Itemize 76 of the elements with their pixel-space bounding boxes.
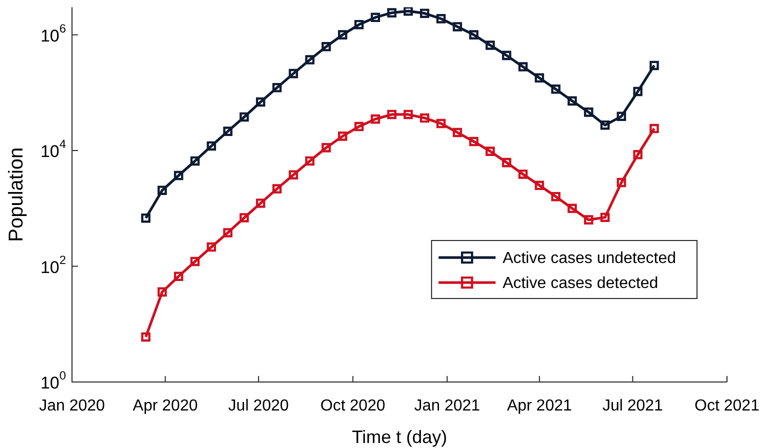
point bbox=[223, 126, 232, 136]
point bbox=[174, 272, 184, 281]
x-tick-label: Oct 2020 bbox=[320, 397, 386, 414]
point bbox=[256, 97, 266, 107]
point bbox=[288, 68, 298, 78]
point bbox=[486, 146, 495, 156]
x-tick-label: Jan 2020 bbox=[39, 397, 106, 414]
point bbox=[452, 128, 462, 138]
point bbox=[272, 83, 282, 92]
point bbox=[338, 30, 348, 40]
x-tick-label: Apr 2020 bbox=[132, 397, 198, 414]
point bbox=[584, 108, 594, 117]
point bbox=[240, 213, 249, 222]
point bbox=[616, 178, 626, 188]
point bbox=[305, 55, 314, 64]
point bbox=[436, 14, 446, 24]
point bbox=[322, 42, 331, 52]
point bbox=[141, 332, 150, 342]
point bbox=[223, 228, 232, 238]
point bbox=[600, 212, 610, 222]
point bbox=[305, 156, 314, 166]
x-tick-label: Jul 2020 bbox=[228, 397, 289, 414]
point bbox=[190, 256, 200, 266]
point bbox=[502, 158, 512, 168]
point bbox=[370, 114, 380, 124]
point bbox=[206, 141, 216, 151]
point bbox=[404, 7, 413, 16]
point bbox=[387, 110, 396, 120]
point bbox=[387, 8, 396, 18]
point bbox=[616, 112, 626, 121]
point bbox=[256, 198, 266, 208]
point bbox=[174, 170, 184, 180]
point bbox=[551, 192, 560, 202]
point bbox=[288, 170, 298, 180]
point bbox=[338, 132, 348, 141]
point bbox=[633, 86, 642, 96]
x-axis-title: Time t (day) bbox=[352, 427, 448, 447]
point bbox=[420, 8, 430, 18]
point bbox=[568, 204, 577, 214]
point bbox=[486, 40, 495, 50]
point bbox=[354, 122, 364, 132]
point bbox=[158, 186, 167, 195]
x-tick-label: Oct 2021 bbox=[694, 397, 760, 414]
point bbox=[272, 184, 282, 194]
point bbox=[534, 180, 544, 190]
y-axis-title: Population bbox=[6, 147, 28, 242]
point bbox=[584, 215, 594, 224]
point bbox=[206, 242, 216, 252]
point bbox=[436, 118, 446, 128]
point bbox=[141, 213, 150, 223]
point bbox=[600, 120, 610, 130]
point bbox=[190, 156, 200, 166]
x-tick-label: Jul 2021 bbox=[602, 397, 664, 414]
point bbox=[240, 112, 249, 122]
point bbox=[420, 113, 430, 123]
point bbox=[551, 84, 560, 94]
x-tick-label: Jan 2021 bbox=[414, 397, 480, 414]
point bbox=[158, 287, 167, 297]
legend-label: Active cases undetected bbox=[502, 250, 676, 267]
point bbox=[633, 150, 642, 160]
point bbox=[502, 50, 512, 60]
x-tick-label: Apr 2021 bbox=[506, 397, 572, 414]
point bbox=[534, 73, 544, 83]
point bbox=[518, 62, 528, 72]
point bbox=[650, 60, 659, 70]
legend-label: Active cases detected bbox=[502, 274, 658, 292]
point bbox=[354, 20, 364, 30]
point bbox=[518, 170, 528, 179]
point bbox=[322, 143, 331, 152]
point bbox=[650, 124, 659, 134]
point bbox=[469, 136, 478, 146]
point bbox=[469, 30, 478, 40]
point bbox=[370, 12, 380, 22]
point bbox=[404, 110, 413, 120]
point bbox=[568, 96, 577, 106]
point bbox=[452, 22, 462, 32]
